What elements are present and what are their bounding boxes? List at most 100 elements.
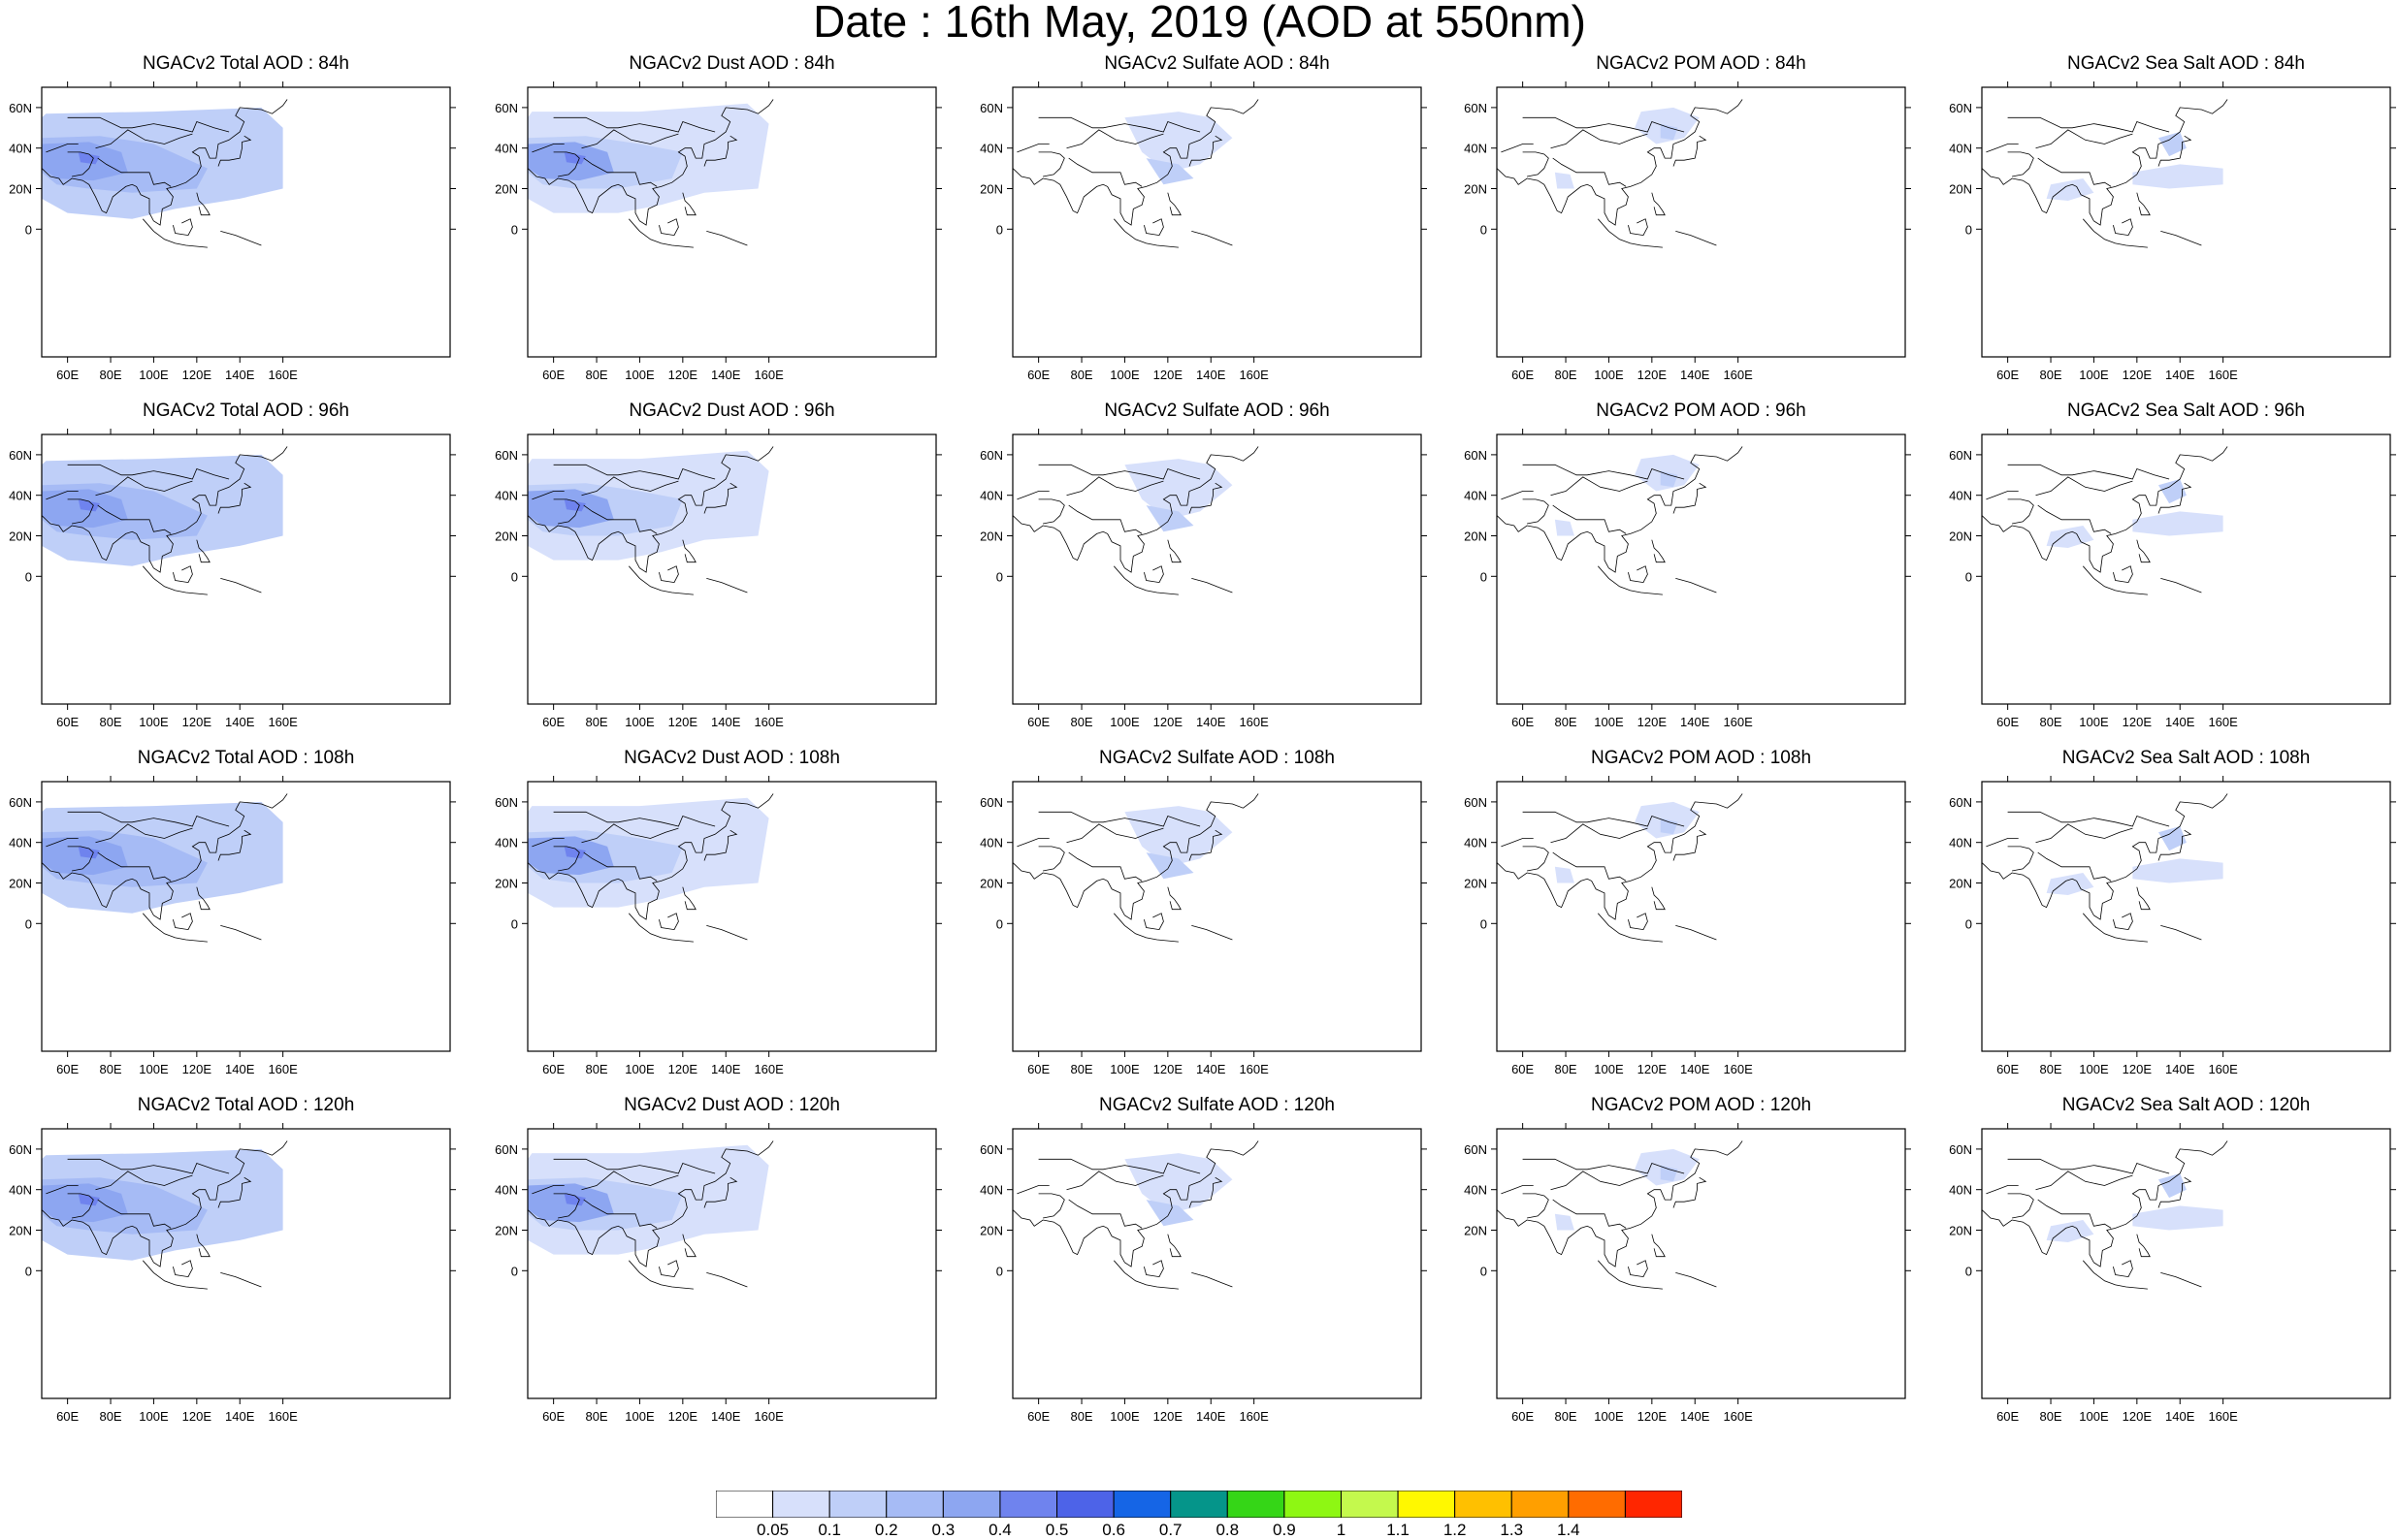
map-plot: 60N 40N 20N 0 60E 80E 100E 120E 140E 160E (9, 1123, 456, 1424)
lon-tick-label: 60E (1511, 1409, 1534, 1424)
map-panel-seasalt-3: NGACv2 Sea Salt AOD : 108h 60N 40N 20N 0 60E 8… (1943, 743, 2399, 1100)
colorbar-swatch (942, 1491, 1001, 1518)
coastline (1522, 1193, 1549, 1219)
lon-tick-label: 100E (2079, 1062, 2109, 1076)
lon-tick-label: 120E (668, 715, 698, 729)
coastline (196, 886, 211, 911)
coastline (46, 491, 79, 500)
lon-tick-label: 80E (99, 368, 121, 382)
lon-tick-label: 160E (268, 715, 298, 729)
coastline (1522, 116, 1685, 133)
figure-title: Date : 16th May, 2019 (AOD at 550nm) (813, 0, 1586, 47)
map-panel-sulfate-4: NGACv2 Sulfate AOD : 120h 60N 40N 20N 0 60E 80… (974, 1090, 1460, 1447)
map-panel-seasalt-1: NGACv2 Sea Salt AOD : 84h 60N 40N 20N 0 60E 80… (1943, 48, 2399, 405)
map-frame (41, 433, 451, 705)
coastline (1188, 829, 1223, 861)
lon-tick-label: 120E (1637, 1409, 1668, 1424)
coastline (1522, 151, 1549, 177)
coastline (1552, 157, 1627, 187)
aod-region (1124, 459, 1233, 520)
colorbar-swatch (716, 1491, 774, 1518)
coastline (2157, 135, 2192, 167)
lon-tick-label: 120E (182, 368, 212, 382)
lat-tick-label: 60N (9, 1142, 32, 1157)
coastline (659, 218, 679, 237)
coastline (1191, 1272, 1233, 1288)
lat-tick-label: 40N (980, 489, 1003, 503)
coastline (1597, 913, 1663, 943)
colorbar-label: 1 (1336, 1521, 1346, 1539)
coastline (97, 157, 172, 187)
coastline (1497, 793, 1743, 920)
coastline (220, 1272, 262, 1288)
lat-tick-label: 20N (495, 182, 518, 197)
coastline (2082, 1260, 2148, 1290)
lat-tick-label: 60N (495, 448, 518, 463)
lat-tick-label: 0 (511, 1264, 518, 1278)
coastline (173, 565, 193, 584)
lat-tick-label: 40N (1464, 836, 1487, 850)
lat-tick-label: 60N (9, 795, 32, 810)
coastline (1986, 144, 2019, 153)
lon-tick-label: 140E (1196, 1062, 1226, 1076)
lon-tick-label: 60E (1996, 368, 2019, 382)
lon-tick-label: 160E (754, 1409, 784, 1424)
coastline (2007, 846, 2034, 872)
panel-title: NGACv2 Sea Salt AOD : 120h (2061, 1095, 2311, 1115)
map-frame (1012, 433, 1422, 705)
lat-tick-label: 0 (1965, 1264, 1972, 1278)
lon-tick-label: 160E (2208, 1409, 2238, 1424)
map-frame (1496, 86, 1906, 358)
coastline (1522, 1158, 1685, 1174)
coastline (2037, 157, 2112, 187)
lon-tick-label: 80E (585, 368, 607, 382)
coastline (220, 925, 262, 941)
map-panel-dust-2: NGACv2 Dust AOD : 96h 60N 40N 20N 0 60E 80E 100… (489, 396, 975, 753)
coastline (95, 129, 193, 149)
coastline (1191, 578, 1233, 594)
lon-tick-label: 60E (542, 1409, 565, 1424)
lon-tick-label: 100E (139, 1062, 169, 1076)
lon-tick-label: 80E (585, 1062, 607, 1076)
aod-region (1146, 505, 1194, 532)
coastline (706, 578, 748, 594)
lon-tick-label: 60E (1996, 715, 2019, 729)
lon-tick-label: 60E (1511, 715, 1534, 729)
lat-tick-label: 0 (1480, 222, 1487, 237)
map-frame (1496, 433, 1906, 705)
coastline (1522, 811, 1685, 827)
map-plot: 60N 40N 20N 0 60E 80E 100E 120E 140E 160E (9, 81, 456, 382)
coastline (2037, 1199, 2112, 1229)
lat-tick-label: 40N (1949, 1183, 1972, 1198)
panel-title: NGACv2 POM AOD : 120h (1590, 1095, 1812, 1115)
coastline (1038, 464, 1201, 480)
lon-tick-label: 120E (668, 1409, 698, 1424)
lon-tick-label: 160E (1723, 1062, 1753, 1076)
aod-region (2158, 1173, 2187, 1199)
lon-tick-label: 160E (1239, 368, 1269, 382)
coastline (1550, 129, 1648, 149)
lon-tick-label: 60E (1027, 715, 1050, 729)
coastline (95, 476, 193, 497)
aod-region (1660, 470, 1678, 488)
coastline (682, 886, 697, 911)
coastline (1188, 135, 1223, 167)
panel-title: NGACv2 POM AOD : 96h (1596, 401, 1806, 421)
coastline (1982, 793, 2228, 920)
lat-tick-label: 60N (1464, 448, 1487, 463)
map-plot: 60N 40N 20N 0 60E 80E 100E 120E 140E 160E (9, 776, 456, 1076)
aod-region (1124, 806, 1233, 867)
lat-tick-label: 60N (980, 795, 1003, 810)
lat-tick-label: 0 (996, 1264, 1003, 1278)
coastline (142, 1260, 208, 1290)
coastline (1497, 446, 1743, 573)
coastline (1675, 1272, 1717, 1288)
lat-tick-label: 20N (980, 529, 1003, 544)
lat-tick-label: 20N (9, 182, 32, 197)
lat-tick-label: 0 (1480, 916, 1487, 931)
coastline (1651, 1234, 1666, 1258)
coastline (1501, 491, 1534, 500)
coastline (581, 476, 679, 497)
lat-tick-label: 40N (1464, 489, 1487, 503)
lon-tick-label: 60E (1027, 1062, 1050, 1076)
